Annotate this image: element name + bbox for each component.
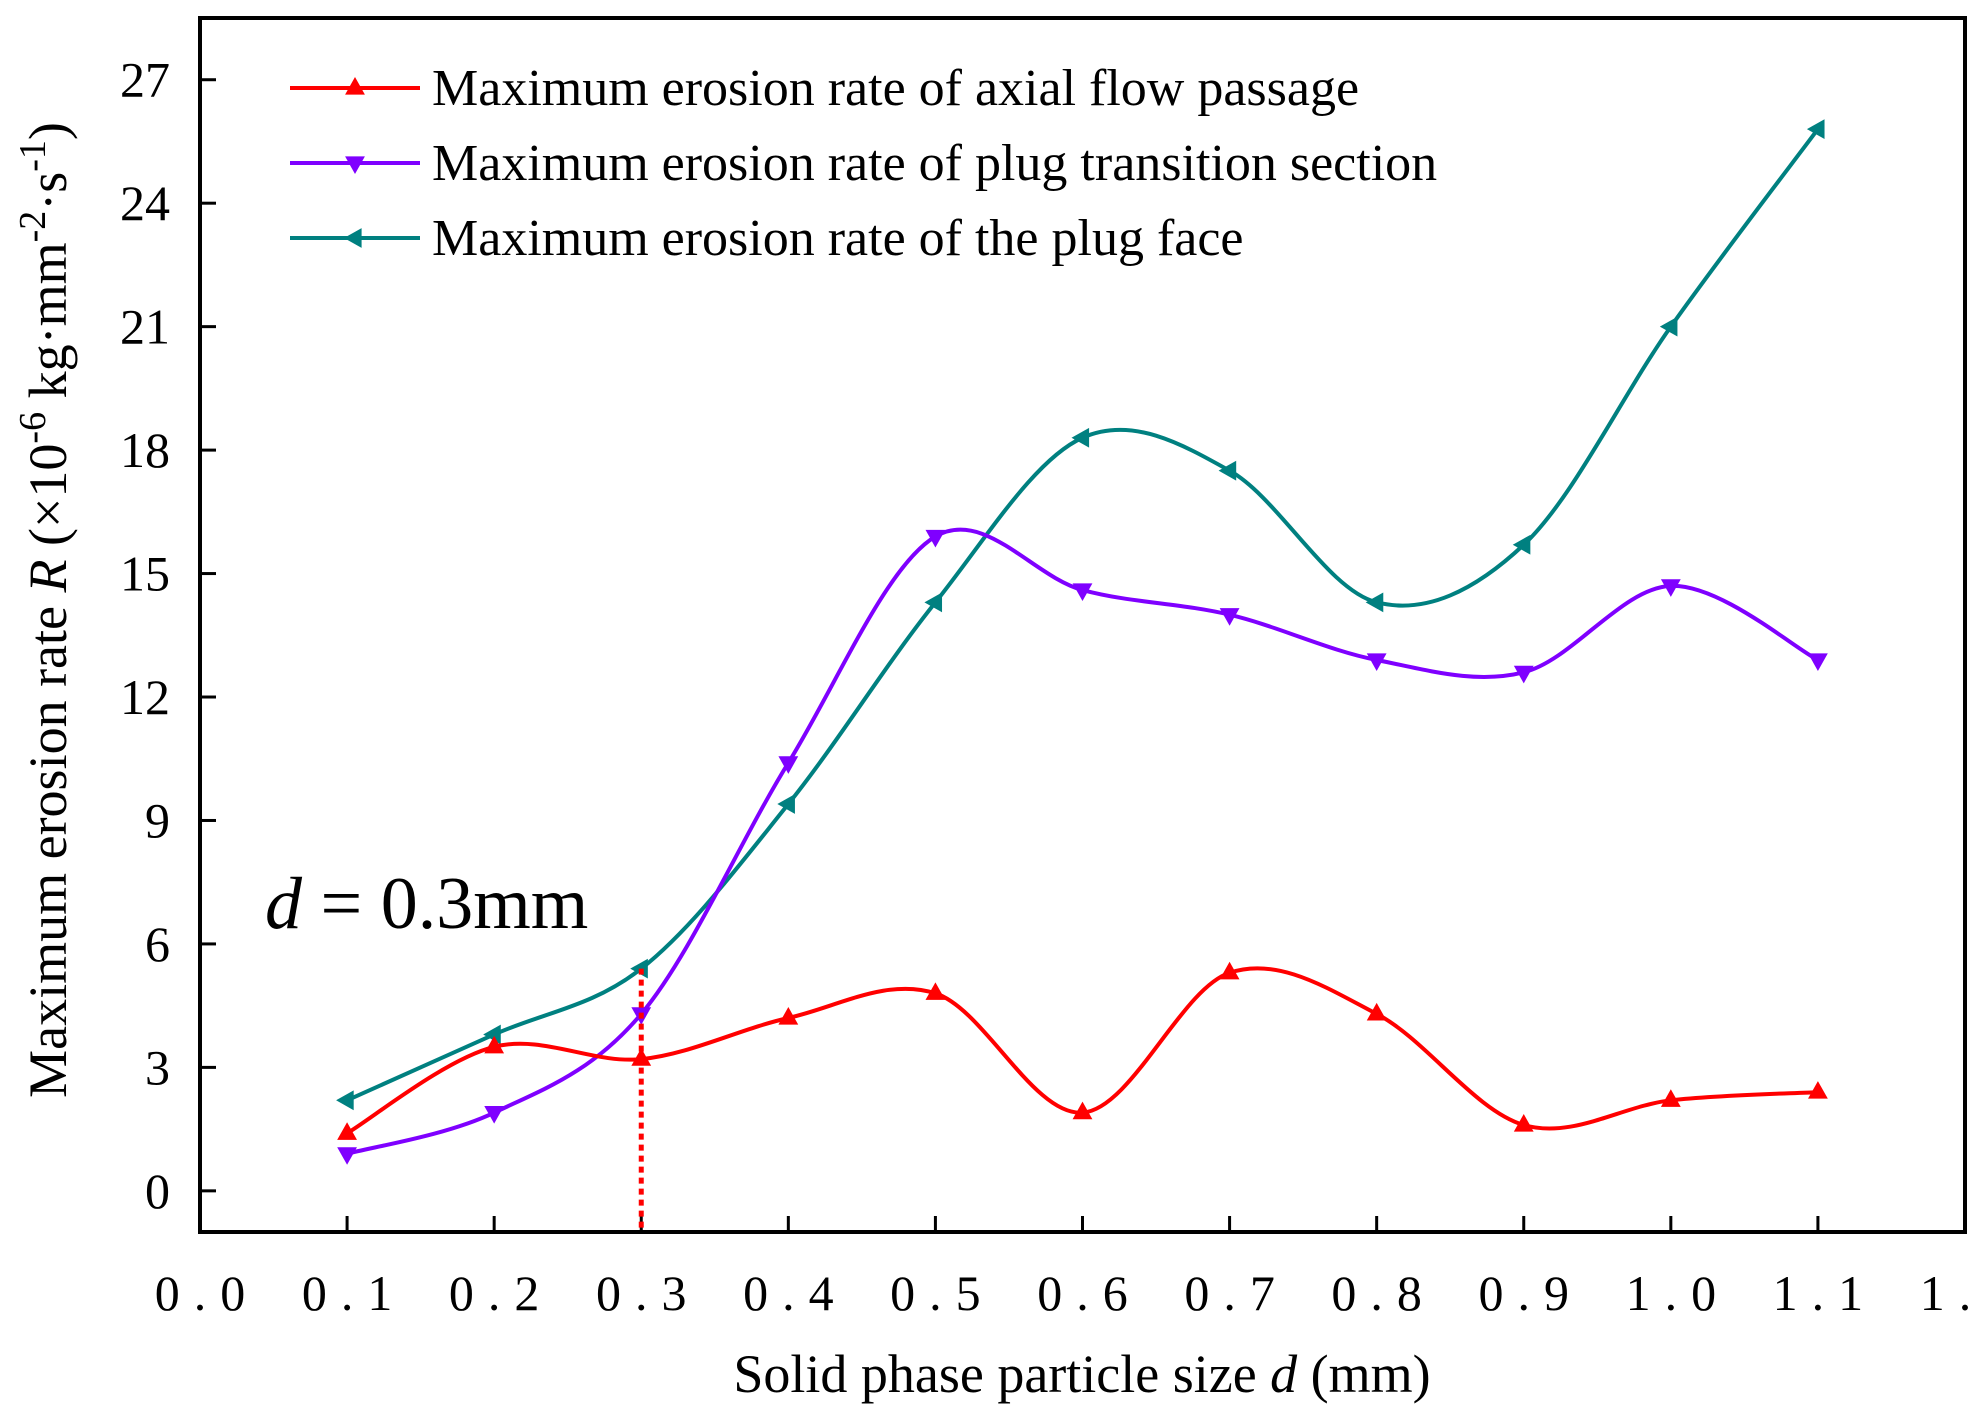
data-point-axial-flow-passage [337,1122,357,1140]
series-line-plug-face [346,127,1820,1103]
data-point-axial-flow-passage [1072,1101,1093,1120]
plot-area: 0.0 0.1 0.2 0.3 0.4 0.5 0.6 0.7 0.8 0.9 1.0 1.1 1.2 0… [120,16,1978,1321]
data-point-axial-flow-passage [484,1035,505,1054]
data-point-axial-flow-passage [1808,1081,1828,1099]
legend-item-plug-face: Maximum erosion rate of the plug face [290,210,1244,267]
x-tick-label: 0.8 [1331,1265,1436,1321]
x-axis-title-suffix: (mm) [1297,1344,1430,1404]
x-tick-label: 0.1 [302,1265,407,1321]
data-point-plug-face [1071,427,1090,448]
x-tick-label: 0.5 [890,1265,995,1321]
data-point-plug-transition-section [1660,579,1681,597]
data-point-plug-face [1218,460,1237,481]
data-point-plug-transition-section [1808,653,1828,671]
x-tick-label: 1.2 [1920,1265,1978,1321]
data-point-plug-face [777,794,795,814]
y-axis-title-unit-mid: kg·mm [18,242,78,412]
x-tick-label: 0.6 [1037,1265,1142,1321]
x-tick-label: 0.3 [596,1265,701,1321]
y-axis-title: Maximum erosion rate R (×10-6 kg·mm-2·s-… [12,122,78,1098]
y-tick-label: 15 [120,546,170,602]
x-tick-label: 0.0 [155,1265,260,1321]
y-tick-label: 12 [120,669,170,725]
data-point-axial-flow-passage [1660,1089,1681,1107]
y-axis-title-unit-close: ) [18,122,78,140]
legend: Maximum erosion rate of axial flow passa… [290,60,1437,267]
x-tick-label: 1.1 [1773,1265,1878,1321]
data-point-axial-flow-passage [1366,1002,1387,1021]
data-point-plug-transition-section [484,1106,505,1124]
legend-label-plug-transition-section: Maximum erosion rate of plug transition … [432,135,1437,192]
annotation-var: d [265,863,303,945]
x-tick-label: 0.2 [449,1265,554,1321]
data-point-plug-face [1659,316,1678,337]
x-axis-title: Solid phase particle size d (mm) [733,1344,1430,1404]
x-tick-label: 0.9 [1479,1265,1584,1321]
y-tick-label: 21 [120,299,170,355]
annotation-d-equals-0-3mm: d = 0.3mm [265,863,588,945]
y-tick-label: 24 [120,175,170,231]
y-axis-title-exp1: -6 [12,412,54,444]
y-axis-title-prefix: Maximum erosion rate [18,593,78,1098]
data-point-plug-transition-section [1072,583,1093,602]
data-point-plug-face [483,1024,501,1045]
legend-item-axial-flow-passage: Maximum erosion rate of axial flow passa… [290,60,1359,117]
series-line-plug-transition-section [346,527,1819,1156]
y-tick-label: 6 [145,916,170,972]
legend-label-plug-face: Maximum erosion rate of the plug face [432,210,1244,267]
y-axis-title-exp2: -2 [12,211,54,243]
legend-marker-plug-transition-section [345,156,365,174]
data-point-plug-transition-section [337,1147,357,1165]
x-tick-label: 1.0 [1626,1265,1731,1321]
y-axis-title-exp3: -1 [12,140,54,172]
y-axis-title-unit-mid2: ·s [18,172,78,211]
x-axis-title-prefix: Solid phase particle size [733,1344,1270,1404]
data-point-axial-flow-passage [925,982,946,1000]
legend-marker-axial-flow-passage [345,77,365,95]
data-point-plug-transition-section [925,529,946,548]
x-tick-label: 0.7 [1184,1265,1289,1321]
data-point-plug-transition-section [1219,608,1240,626]
data-point-plug-face [336,1090,354,1111]
data-point-plug-transition-section [1366,653,1387,671]
y-tick-label: 27 [120,52,170,108]
data-point-axial-flow-passage [1219,961,1240,980]
data-point-plug-face [924,592,943,613]
x-tick-label: 0.4 [743,1265,848,1321]
data-point-plug-face [1512,534,1531,555]
y-tick-label: 0 [145,1163,170,1219]
y-axis-title-unit-open: (×10 [18,444,78,560]
legend-label-axial-flow-passage: Maximum erosion rate of axial flow passa… [432,60,1359,117]
data-point-plug-transition-section [778,756,799,774]
data-point-axial-flow-passage [778,1007,799,1025]
y-tick-label: 3 [145,1039,170,1095]
data-point-plug-transition-section [1513,665,1534,684]
plot-frame [198,16,1967,1234]
data-point-axial-flow-passage [1513,1114,1534,1132]
x-axis-title-var: d [1270,1344,1298,1404]
data-point-plug-face [1806,119,1825,140]
y-axis-title-var: R [18,560,78,594]
annotation-value: = 0.3mm [302,863,588,945]
legend-marker-plug-face [344,228,362,248]
legend-item-plug-transition-section: Maximum erosion rate of plug transition … [290,135,1437,192]
y-tick-label: 18 [120,422,170,478]
y-tick-label: 9 [145,792,170,848]
data-point-plug-face [1365,592,1384,613]
